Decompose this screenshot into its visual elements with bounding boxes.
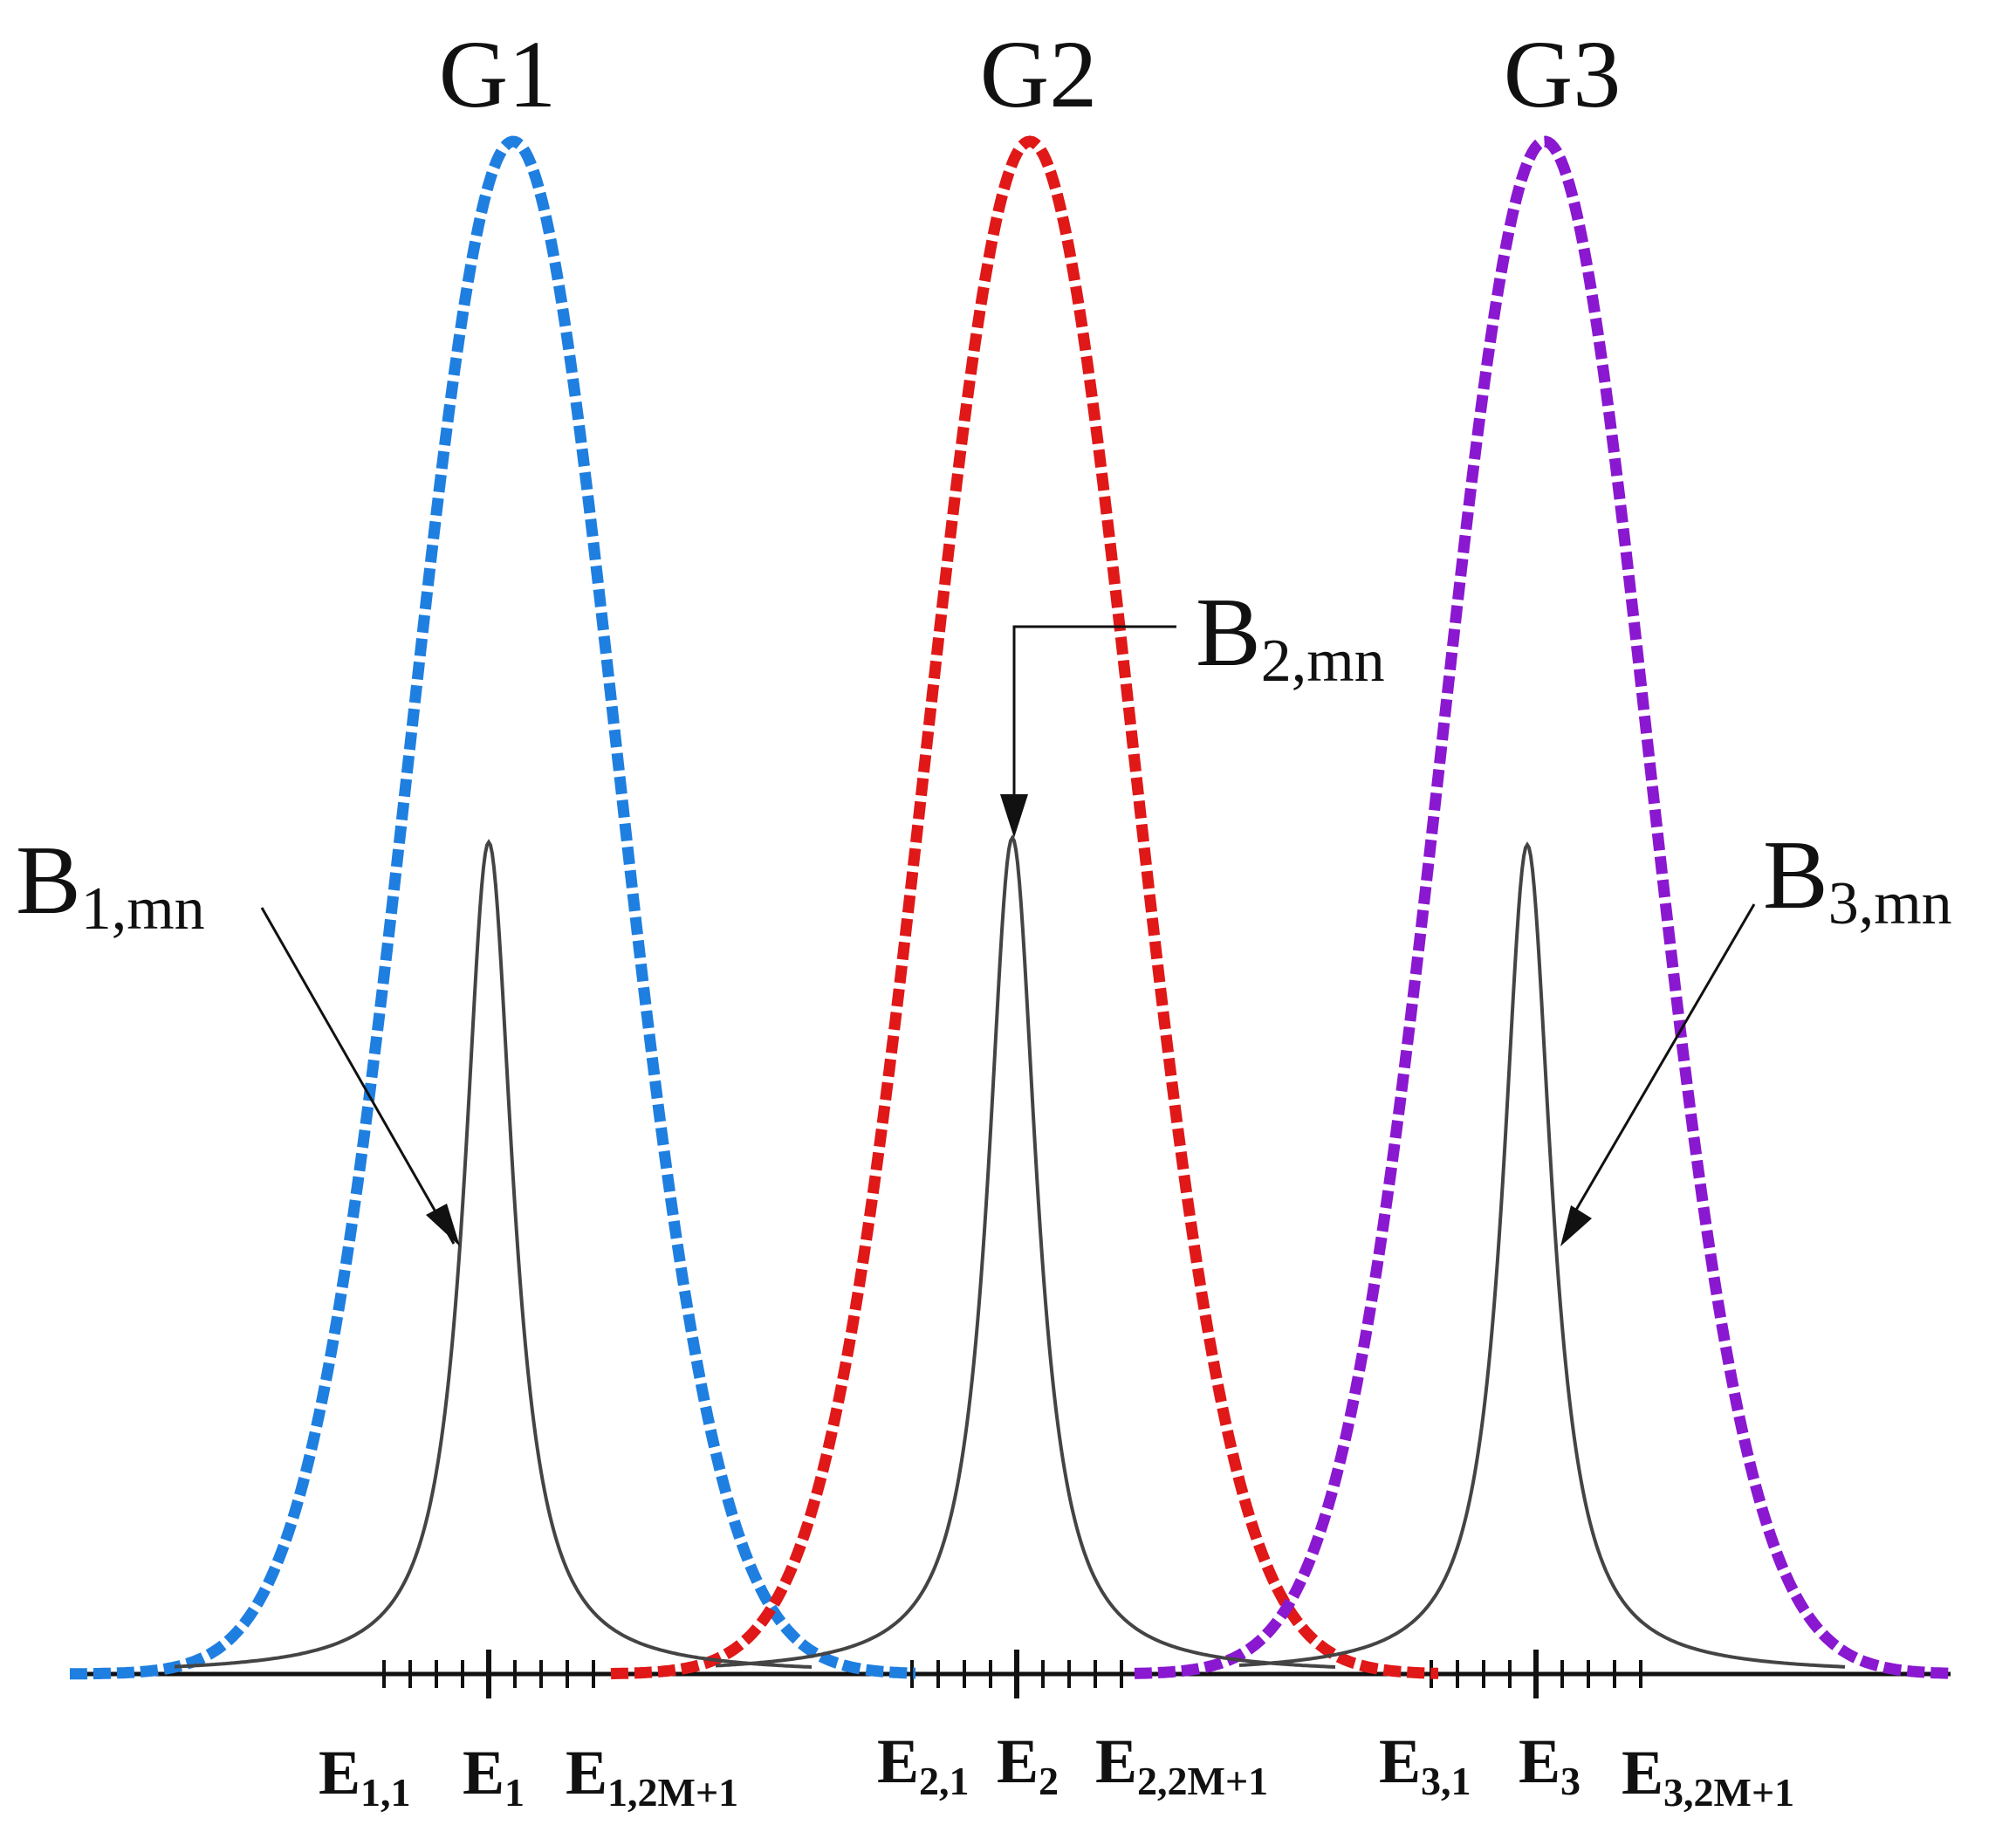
b1-lorentzian-curve (174, 839, 813, 1669)
b1-pointer-arrow (260, 907, 456, 1245)
e-2-1-label: E2,1 (877, 1726, 970, 1803)
e-2-label: E2 (997, 1726, 1059, 1803)
e-3-label: E3 (1519, 1726, 1581, 1803)
e-2-2m1-label: E2,2M+1 (1095, 1726, 1268, 1803)
b2-lorentzian-curve (715, 834, 1336, 1669)
b3-label: B3,mn (1763, 821, 1952, 937)
b3-lorentzian-curve (1238, 841, 1846, 1669)
b2-pointer-arrow (1012, 625, 1176, 816)
b2-arrowhead-icon (1000, 794, 1028, 838)
g1-title: G1 (439, 21, 556, 127)
e-1-2m1-label: E1,2M+1 (566, 1738, 738, 1815)
e-3-1-label: E3,1 (1379, 1726, 1471, 1803)
e-1-label: E1 (463, 1738, 525, 1815)
b2-label: B2,mn (1196, 579, 1385, 695)
g3-title: G3 (1504, 21, 1621, 127)
g2-gaussian-curve (610, 135, 1438, 1680)
e-1-1-label: E1,1 (319, 1738, 411, 1815)
b1-label: B1,mn (16, 827, 205, 943)
e-3-2m1-label: E3,2M+1 (1622, 1738, 1794, 1815)
b1-arrowhead-icon (426, 1204, 460, 1246)
g2-title: G2 (980, 21, 1097, 127)
g3-gaussian-curve (1134, 135, 1950, 1679)
g1-energy-labels: E1,1 E1 E1,2M+1 (319, 1738, 738, 1815)
b3-pointer-arrow (1565, 903, 1756, 1227)
g3-energy-labels: E3,1 E3 E3,2M+1 (1379, 1726, 1794, 1815)
b3-arrowhead-icon (1560, 1205, 1592, 1246)
g2-energy-labels: E2,1 E2 E2,2M+1 (877, 1726, 1268, 1803)
energy-ticks (382, 1650, 1642, 1698)
